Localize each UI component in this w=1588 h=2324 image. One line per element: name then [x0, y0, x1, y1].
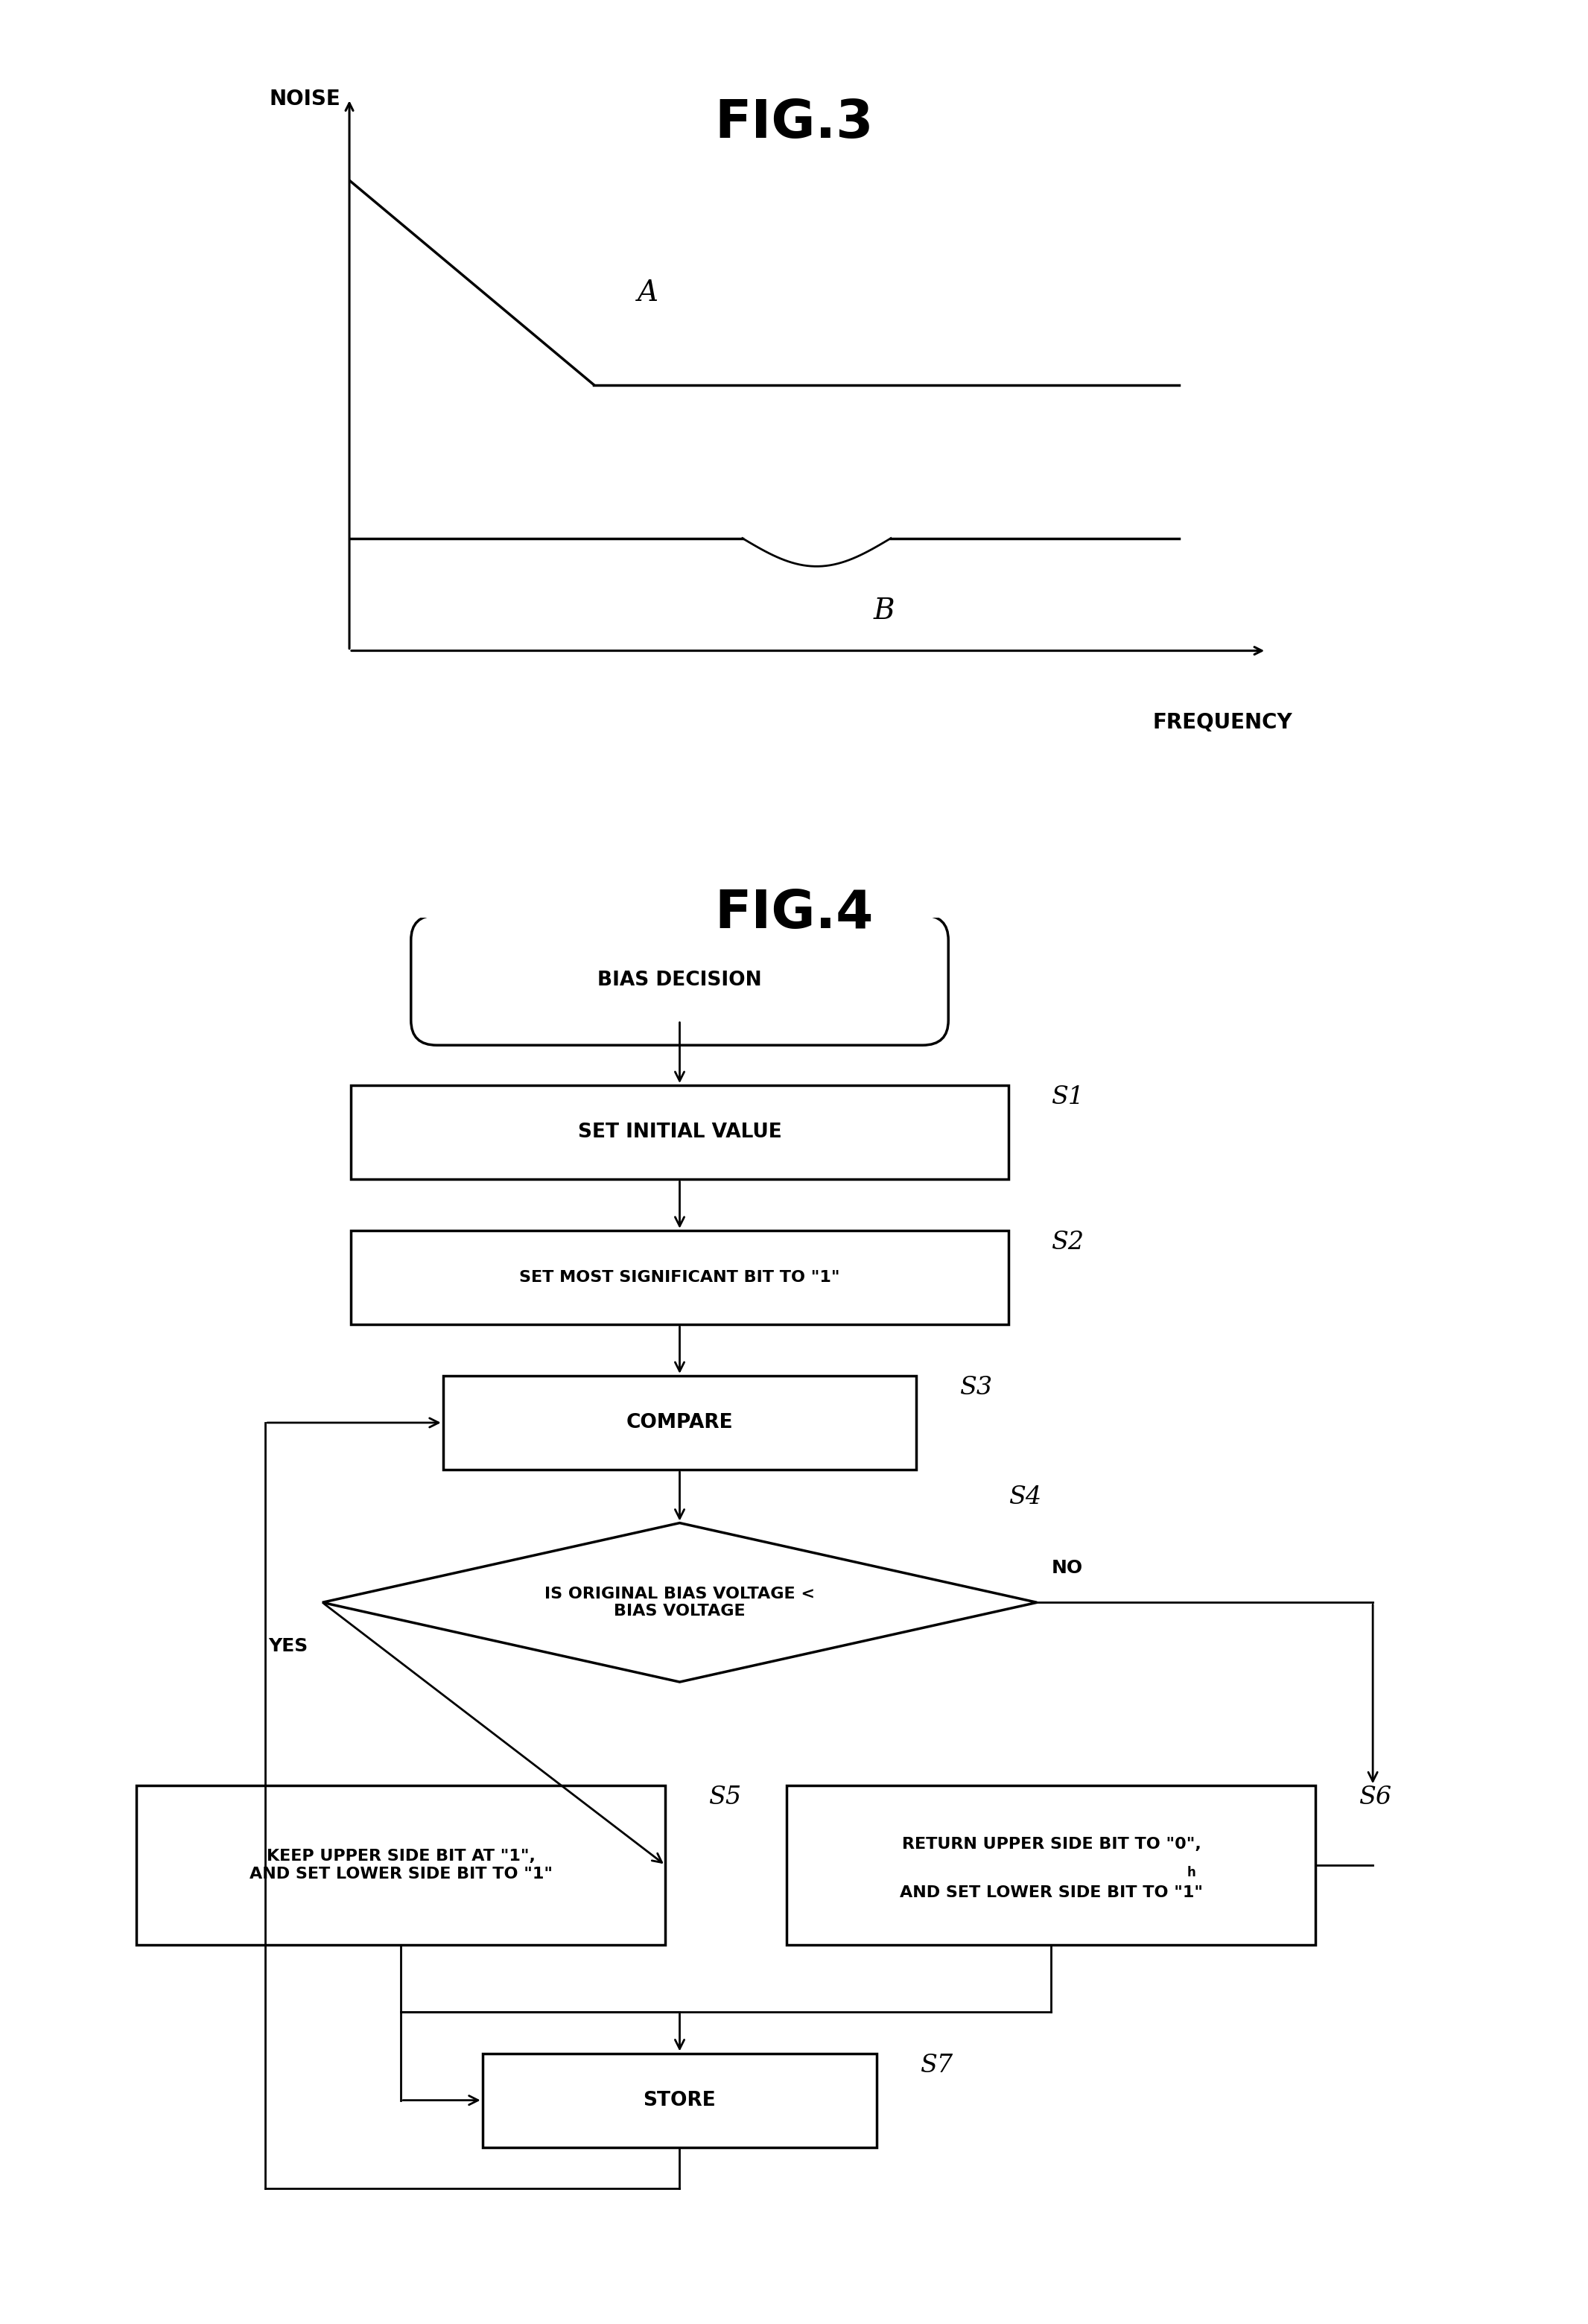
Text: FIG.4: FIG.4: [715, 888, 873, 939]
Bar: [351, 1229, 1008, 1325]
Text: AND SET LOWER SIDE BIT TO "1": AND SET LOWER SIDE BIT TO "1": [900, 1885, 1202, 1901]
Text: COMPARE: COMPARE: [626, 1413, 734, 1432]
Text: S1: S1: [1051, 1085, 1085, 1109]
Text: S3: S3: [959, 1376, 992, 1399]
Text: NOISE: NOISE: [270, 88, 340, 109]
Text: RETURN UPPER SIDE BIT TO "0",: RETURN UPPER SIDE BIT TO "0",: [902, 1836, 1201, 1852]
Text: h: h: [1188, 1866, 1196, 1880]
Text: IS ORIGINAL BIAS VOLTAGE <
BIAS VOLTAGE: IS ORIGINAL BIAS VOLTAGE < BIAS VOLTAGE: [545, 1587, 815, 1618]
Bar: [443, 1376, 916, 1469]
Text: S5: S5: [708, 1785, 742, 1810]
Text: YES: YES: [268, 1636, 308, 1655]
Bar: [483, 2052, 877, 2147]
Text: FREQUENCY: FREQUENCY: [1153, 711, 1293, 732]
Text: B: B: [873, 597, 894, 625]
Text: SET MOST SIGNIFICANT BIT TO "1": SET MOST SIGNIFICANT BIT TO "1": [519, 1269, 840, 1285]
FancyBboxPatch shape: [411, 916, 948, 1046]
Polygon shape: [322, 1522, 1037, 1683]
Text: S2: S2: [1051, 1229, 1085, 1255]
Text: A: A: [638, 279, 659, 307]
Bar: [137, 1785, 665, 1945]
Text: S6: S6: [1359, 1785, 1391, 1810]
Text: FIG.3: FIG.3: [715, 98, 873, 149]
Bar: [351, 1085, 1008, 1178]
Text: SET INITIAL VALUE: SET INITIAL VALUE: [578, 1122, 781, 1141]
Text: STORE: STORE: [643, 2092, 716, 2110]
Text: KEEP UPPER SIDE BIT AT "1",
AND SET LOWER SIDE BIT TO "1": KEEP UPPER SIDE BIT AT "1", AND SET LOWE…: [249, 1850, 553, 1880]
Text: NO: NO: [1051, 1559, 1083, 1576]
Bar: [788, 1785, 1315, 1945]
Text: S4: S4: [1008, 1485, 1042, 1508]
Text: BIAS DECISION: BIAS DECISION: [597, 971, 762, 990]
Text: S7: S7: [919, 2052, 953, 2078]
